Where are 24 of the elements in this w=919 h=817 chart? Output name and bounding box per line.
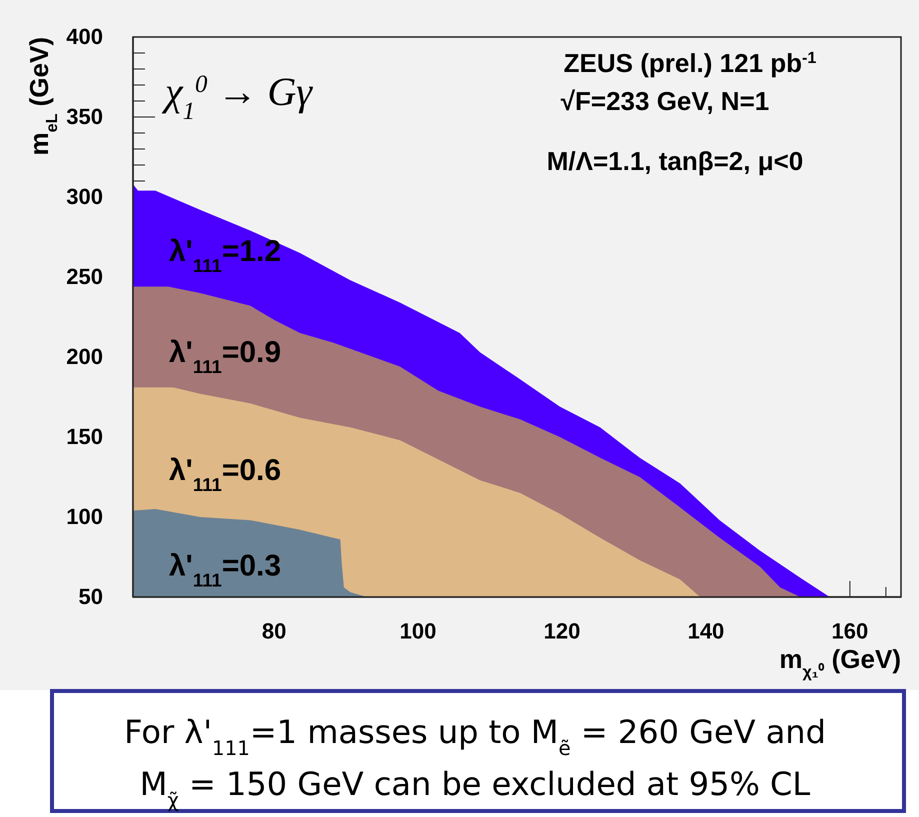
x-tick-label: 160 (832, 618, 868, 644)
series-label: λ'$_{111}$=1.2 (169, 235, 282, 276)
x-tick-label: 120 (544, 618, 580, 644)
y-tick-label: 200 (66, 344, 103, 370)
series-label: λ'$_{111}$=0.6 (169, 454, 282, 494)
x-tick-label: 100 (400, 618, 436, 644)
y-tick-label: 250 (66, 264, 103, 290)
text: For λ'$_{111}$=1 masses up to M$_{ẽ}$ = 260 GeV and (124, 713, 826, 760)
x-tick-label: 140 (688, 618, 724, 644)
y-tick-label: 100 (66, 504, 103, 530)
annotation: M/Λ=1.1, tanβ=2, μ<0 (546, 146, 804, 176)
annotation: χ$_{1}$$^{0}$ → Gγ (161, 69, 314, 124)
x-tick-label: 80 (262, 618, 286, 644)
series-label: λ'$_{111}$=0.3 (169, 549, 282, 590)
x-axis-title: m$_{χ₁⁰}$ (GeV) (779, 644, 901, 681)
annotation: ZEUS (prel.) 121 pb$^{-1}$ (564, 48, 816, 78)
y-tick-label: 300 (66, 184, 103, 210)
y-tick-label: 350 (66, 104, 103, 130)
text: M$_{χ̃}$ = 150 GeV can be excluded at 95% CL (140, 765, 810, 812)
y-tick-label: 50 (78, 584, 103, 610)
series-label: λ'$_{111}$=0.9 (169, 336, 282, 377)
y-tick-label: 150 (66, 424, 103, 450)
y-tick-label: 400 (66, 24, 103, 50)
annotation: √F=233 GeV, N=1 (560, 86, 770, 116)
